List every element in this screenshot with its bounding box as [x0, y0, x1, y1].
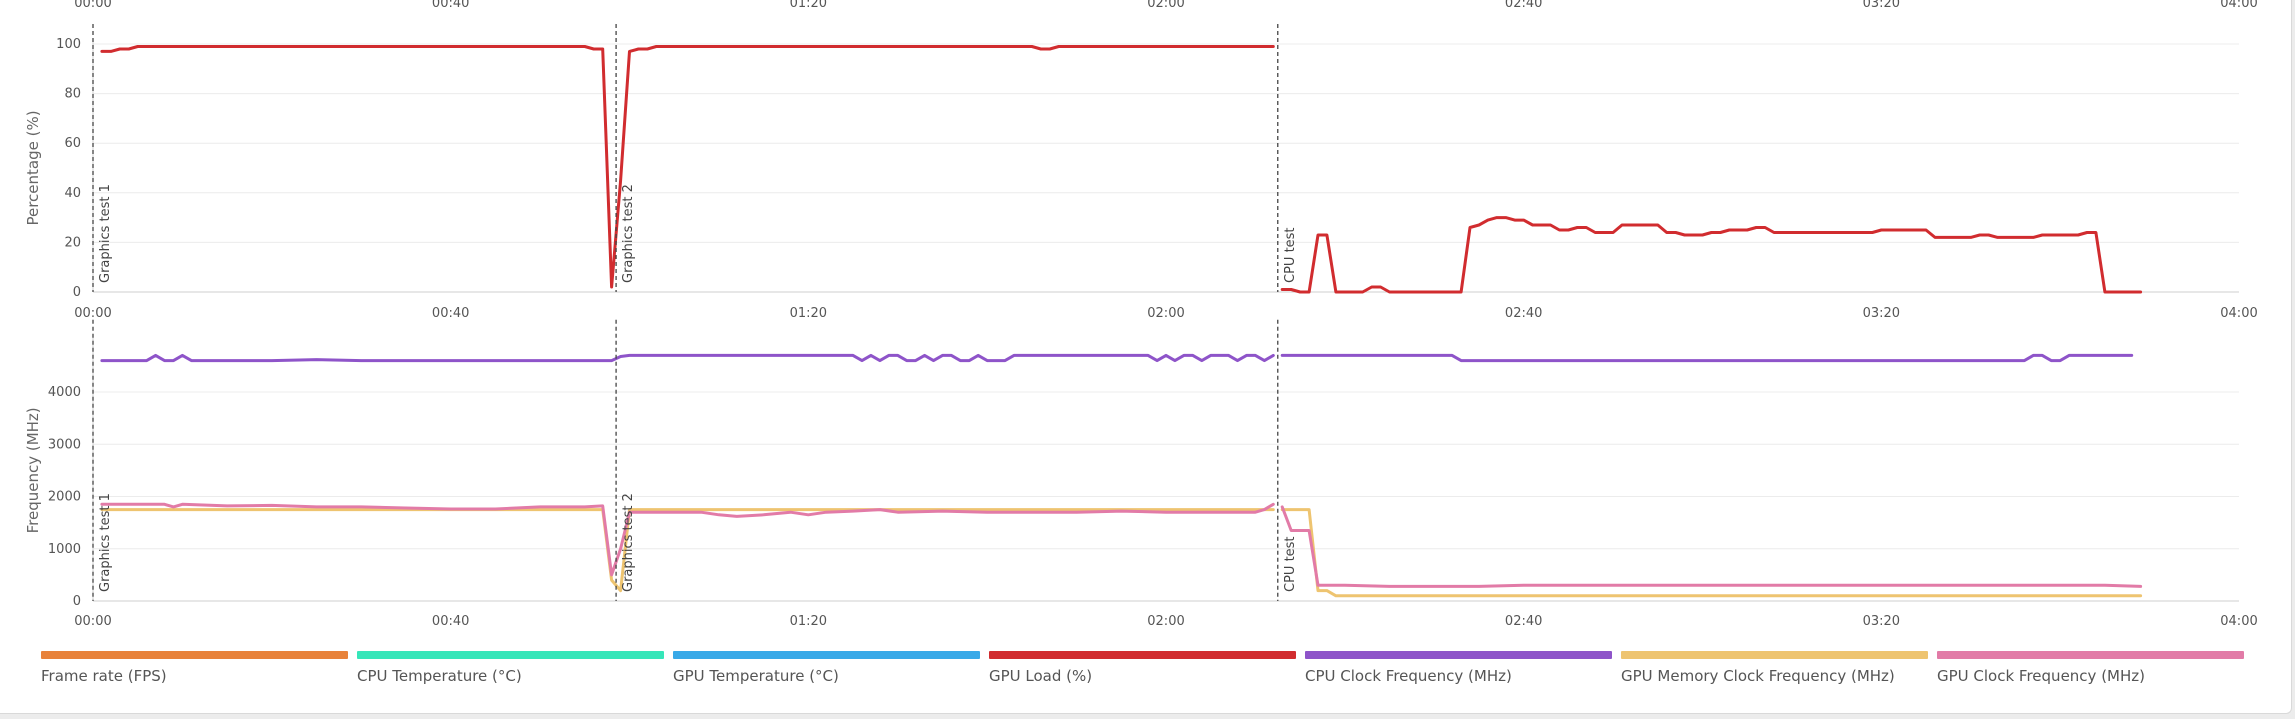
x-tick-label-top: 02:40 — [1505, 0, 1542, 11]
frequency-chart: 0 1000 2000 3000 4000 Frequency (MHz) 00:00 00:… — [24, 319, 2258, 629]
y-tick-label: 20 — [64, 235, 81, 250]
y-tick-label: 0 — [73, 594, 81, 609]
legend-label: CPU Temperature (°C) — [357, 667, 522, 685]
x-tick-label: 00:40 — [432, 306, 469, 321]
legend-swatch — [673, 651, 980, 659]
test-marker-label: CPU test — [1283, 536, 1298, 592]
x-tick-label-top: 04:00 — [2220, 0, 2257, 11]
x-tick-label: 03:20 — [1863, 306, 1900, 321]
test-marker-label: Graphics test 1 — [98, 184, 113, 283]
series-line — [1280, 216, 2143, 294]
y-tick-label: 4000 — [48, 385, 81, 400]
legend-swatch — [1621, 651, 1928, 659]
legend-label: GPU Load (%) — [989, 667, 1093, 685]
legend-item-cpu-clock-frequency[interactable]: CPU Clock Frequency (MHz) — [1305, 651, 1612, 685]
x-tick-label-top: 00:00 — [74, 0, 111, 11]
series-line — [100, 502, 1275, 577]
gpu-load-chart: 0 20 40 60 80 100 Percentage (%) 00:00 00:40 01:2… — [24, 0, 2258, 321]
series-line — [100, 45, 1275, 289]
series-line — [100, 508, 1275, 593]
legend-swatch — [989, 651, 1296, 659]
legend-swatch — [41, 651, 348, 659]
y-axis-label: Percentage (%) — [24, 110, 42, 225]
test-marker-label: Graphics test 2 — [621, 184, 636, 283]
series-line — [1280, 353, 2134, 363]
legend-label: GPU Temperature (°C) — [673, 667, 839, 685]
legend-swatch — [1305, 651, 1612, 659]
y-tick-label: 0 — [73, 285, 81, 300]
legend-swatch — [1937, 651, 2244, 659]
x-tick-label-top: 03:20 — [1863, 0, 1900, 11]
x-tick-label-top: 01:20 — [790, 0, 827, 11]
x-tick-label: 01:20 — [790, 614, 827, 629]
legend-label: GPU Clock Frequency (MHz) — [1937, 667, 2145, 685]
x-tick-label: 00:00 — [74, 306, 111, 321]
x-tick-label: 00:40 — [432, 614, 469, 629]
legend-item-gpu-load[interactable]: GPU Load (%) — [989, 651, 1296, 685]
legend-swatch — [357, 651, 664, 659]
y-axis-label: Frequency (MHz) — [24, 407, 42, 533]
y-tick-label: 2000 — [48, 490, 81, 505]
series-line — [1280, 508, 2143, 598]
series-line — [100, 353, 1275, 363]
y-tick-label: 40 — [64, 186, 81, 201]
x-tick-label: 04:00 — [2220, 306, 2257, 321]
x-tick-label: 02:00 — [1147, 614, 1184, 629]
legend: Frame rate (FPS) CPU Temperature (°C) GP… — [0, 651, 2295, 691]
legend-label: GPU Memory Clock Frequency (MHz) — [1621, 667, 1895, 685]
y-tick-label: 80 — [64, 87, 81, 102]
x-tick-label-top: 02:00 — [1147, 0, 1184, 11]
x-tick-label: 00:00 — [74, 614, 111, 629]
legend-item-gpu-clock-frequency[interactable]: GPU Clock Frequency (MHz) — [1937, 651, 2244, 685]
test-marker-label: CPU test — [1283, 227, 1298, 283]
legend-item-cpu-temperature[interactable]: CPU Temperature (°C) — [357, 651, 664, 685]
x-tick-label-top: 00:40 — [432, 0, 469, 11]
x-tick-label: 02:40 — [1505, 306, 1542, 321]
test-marker-label: Graphics test 1 — [98, 493, 113, 592]
x-tick-label: 02:40 — [1505, 614, 1542, 629]
legend-label: Frame rate (FPS) — [41, 667, 167, 685]
legend-item-frame-rate[interactable]: Frame rate (FPS) — [41, 651, 348, 685]
test-marker-label: Graphics test 2 — [621, 493, 636, 592]
x-tick-label: 03:20 — [1863, 614, 1900, 629]
y-tick-label: 3000 — [48, 437, 81, 452]
y-tick-label: 1000 — [48, 542, 81, 557]
series-line — [1280, 505, 2143, 588]
legend-label: CPU Clock Frequency (MHz) — [1305, 667, 1512, 685]
x-tick-label: 02:00 — [1147, 306, 1184, 321]
legend-item-gpu-temperature[interactable]: GPU Temperature (°C) — [673, 651, 980, 685]
legend-item-gpu-memory-clock-frequency[interactable]: GPU Memory Clock Frequency (MHz) — [1621, 651, 1928, 685]
x-tick-label: 01:20 — [790, 306, 827, 321]
x-tick-label: 04:00 — [2220, 614, 2257, 629]
y-tick-label: 60 — [64, 136, 81, 151]
y-tick-label: 100 — [56, 37, 81, 52]
